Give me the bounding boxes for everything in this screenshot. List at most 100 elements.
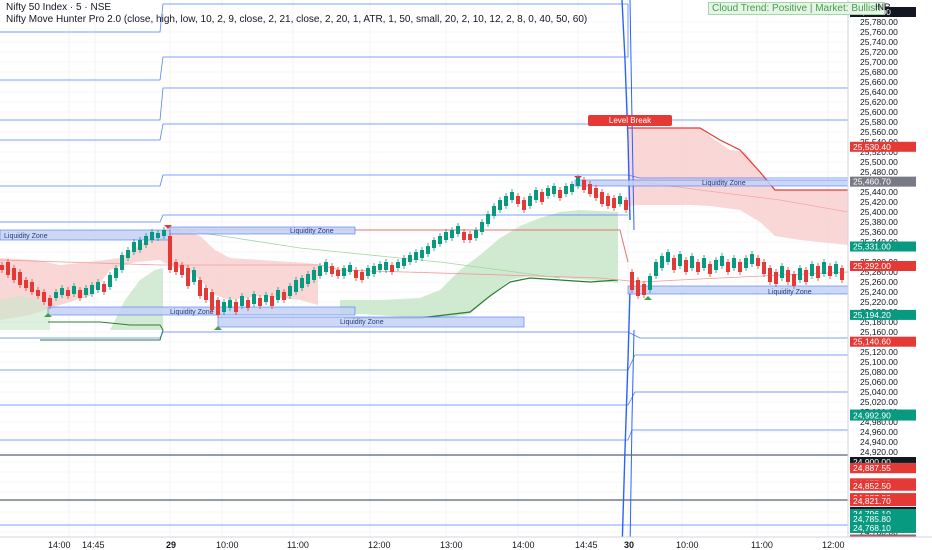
price-tick-label: 25,420.00 [860,197,898,207]
time-tick-label: 10:00 [676,540,699,550]
bull-cloud-edge [40,321,164,341]
price-label-text: 24,887.55 [853,463,891,473]
candle-body [522,200,526,210]
candle-body [648,276,652,290]
candle-body [570,184,574,192]
candle-body [342,268,346,276]
price-label-tag [850,508,916,519]
price-label-text: 24,796.10 [853,509,891,519]
liquidity-zone [217,316,525,328]
price-tick-label: 25,620.00 [860,97,898,107]
price-tick-label: 24,920.00 [860,447,898,457]
trend-banner: Cloud Trend: Positive | Market: Bullish [708,2,885,15]
candle-body [696,262,700,272]
price-tick-label: 25,480.00 [860,167,898,177]
indicator-legend[interactable]: Nifty Move Hunter Pro 2.0 (close, high, … [6,14,588,25]
candle-body [408,255,412,262]
time-tick-label: 10:00 [216,540,239,550]
candle-body [720,256,724,266]
price-label-text: 25,292.00 [853,261,891,271]
price-level-line [0,214,628,223]
price-tick-label: 25,100.00 [860,357,898,367]
candle-body [828,266,832,276]
price-label-tag [850,141,916,152]
time-tick-label: 14:00 [48,540,71,550]
price-tick-label: 24,940.00 [860,437,898,447]
price-label-tag [850,514,916,525]
candle-body [564,186,568,194]
price-label-tag [850,457,916,467]
candle-body [354,270,358,278]
candle-body [474,230,478,238]
price-label-text: 24,785.80 [853,514,891,524]
price-tick-label: 25,260.00 [860,277,898,287]
price-label-tag [850,241,916,252]
candle-body [162,230,166,236]
candle-body [732,258,736,268]
time-axis: 14:00 14:45 29 10:00 11:00 12:00 13:00 14:00 14:… [0,536,932,550]
price-label-tag [850,463,916,474]
price-tick-label: 25,600.00 [860,107,898,117]
candle-body [498,200,502,210]
price-label-text: 24,852.50 [853,481,891,491]
price-tick-label: 24,980.00 [860,417,898,427]
price-label-text: 25,140.60 [853,337,891,347]
candle-body [432,240,436,248]
time-axis-bg [0,537,932,550]
candle-body [654,262,658,276]
candle-body [456,226,460,234]
candle-body [108,275,112,287]
time-tick-label: 30 [624,540,634,550]
candle-body [48,298,52,306]
candle-body [444,232,448,240]
candle-body [90,285,94,294]
candle-body [144,236,148,245]
bullish-cloud [340,210,618,318]
price-tick-label: 25,180.00 [860,317,898,327]
candle-body [810,264,814,276]
candle-body [318,266,322,276]
candle-body [726,262,730,272]
pivot-marker [644,296,652,300]
candle-body [330,266,334,274]
candle-body [414,252,418,260]
candle-body [84,288,88,295]
price-tick-label: 25,580.00 [860,117,898,127]
candle-body [462,232,466,240]
candle-body [798,268,802,280]
time-tick-label: 11:00 [751,540,773,550]
candle-body [774,272,778,284]
candle-body [192,270,196,282]
candle-body [636,280,640,296]
candle-body [264,295,268,302]
liquidity-zone-label: Liquidity Zone [4,233,48,240]
grid-layer [68,0,829,537]
candle-body [174,262,178,272]
candles [0,175,844,318]
candle-body [834,264,838,274]
candle-body [438,236,442,244]
candle-body [42,292,46,302]
candle-body [816,266,820,278]
candle-body [666,252,670,262]
time-tick-label: 14:45 [575,540,598,550]
price-level-line [0,4,629,81]
price-tick-label: 25,360.00 [860,227,898,237]
price-label-tag [850,522,916,533]
candle-body [738,262,742,272]
candle-body [282,292,286,300]
price-level-line [0,354,848,371]
price-label-text: 24,768.10 [853,523,891,533]
candle-body [492,206,496,216]
candle-body [96,282,100,290]
candle-body [552,186,556,194]
candle-body [18,272,22,285]
candle-body [744,258,748,268]
price-tick-label: 25,120.00 [860,347,898,357]
candle-body [678,254,682,266]
price-label-tag [850,496,916,507]
candle-body [372,266,376,274]
candle-body [120,255,124,270]
price-axis: 25,780.0025,760.0025,740.0025,720.0025,7… [847,0,932,550]
